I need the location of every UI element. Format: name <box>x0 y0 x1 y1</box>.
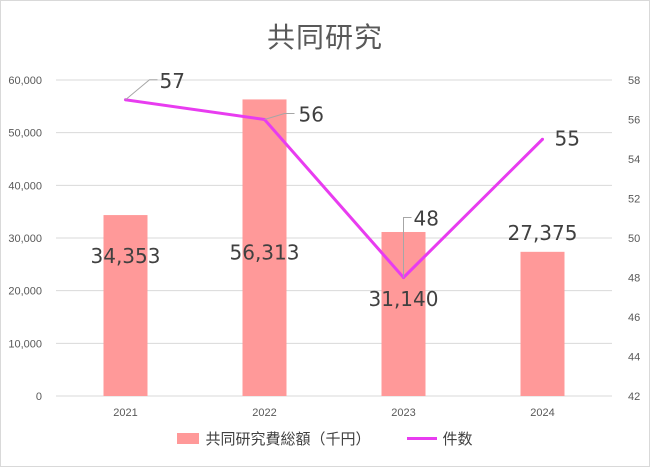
y-right-tick-label: 56 <box>628 115 640 127</box>
y-left-tick-label: 50,000 <box>8 128 42 140</box>
line-data-label: 57 <box>160 69 185 93</box>
leader-line <box>125 79 158 101</box>
bar-data-label: 27,375 <box>508 221 578 245</box>
legend: 共同研究費総額（千円） 件数 <box>0 428 650 449</box>
y-right-tick-label: 42 <box>628 391 640 403</box>
y-left-tick-label: 10,000 <box>8 338 42 350</box>
line-point <box>541 137 544 141</box>
bar <box>242 99 287 396</box>
x-tick-label: 2022 <box>252 407 276 419</box>
bar <box>103 215 148 396</box>
series-line <box>125 98 544 279</box>
y-right-tick-label: 54 <box>628 154 640 166</box>
y-right-tick-label: 50 <box>628 233 640 245</box>
line-data-label: 48 <box>414 207 439 231</box>
x-tick-label: 2023 <box>391 407 415 419</box>
y-right-tick-label: 58 <box>628 75 640 87</box>
legend-bar-swatch <box>177 433 200 444</box>
y-left-tick-label: 60,000 <box>8 75 42 87</box>
leader-line <box>403 217 412 278</box>
line-data-label: 56 <box>299 103 324 127</box>
y-right-tick-label: 46 <box>628 312 640 324</box>
y-right-tick-label: 44 <box>628 352 640 364</box>
y-right-tick-label: 52 <box>628 194 640 206</box>
y-left-tick-label: 20,000 <box>8 286 42 298</box>
legend-bar-label: 共同研究費総額（千円） <box>205 430 371 448</box>
bar <box>520 251 565 396</box>
line-data-label: 55 <box>555 126 580 150</box>
y-left-tick-label: 30,000 <box>8 233 42 245</box>
legend-line-swatch <box>406 437 437 440</box>
x-tick-label: 2024 <box>530 407 554 419</box>
legend-item-bar: 共同研究費総額（千円） <box>177 428 371 449</box>
y-right-tick-label: 48 <box>628 273 640 285</box>
y-left-tick-label: 0 <box>36 391 42 403</box>
x-tick-label: 2021 <box>113 407 137 419</box>
leader-line <box>264 113 295 120</box>
legend-line-label: 件数 <box>442 430 473 448</box>
bar-data-label: 56,313 <box>230 240 300 264</box>
bar-data-label: 31,140 <box>369 287 439 311</box>
bar-data-label: 34,353 <box>91 244 161 268</box>
legend-item-line: 件数 <box>406 428 473 449</box>
y-left-tick-label: 40,000 <box>8 180 42 192</box>
chart-title: 共同研究 <box>266 21 383 54</box>
